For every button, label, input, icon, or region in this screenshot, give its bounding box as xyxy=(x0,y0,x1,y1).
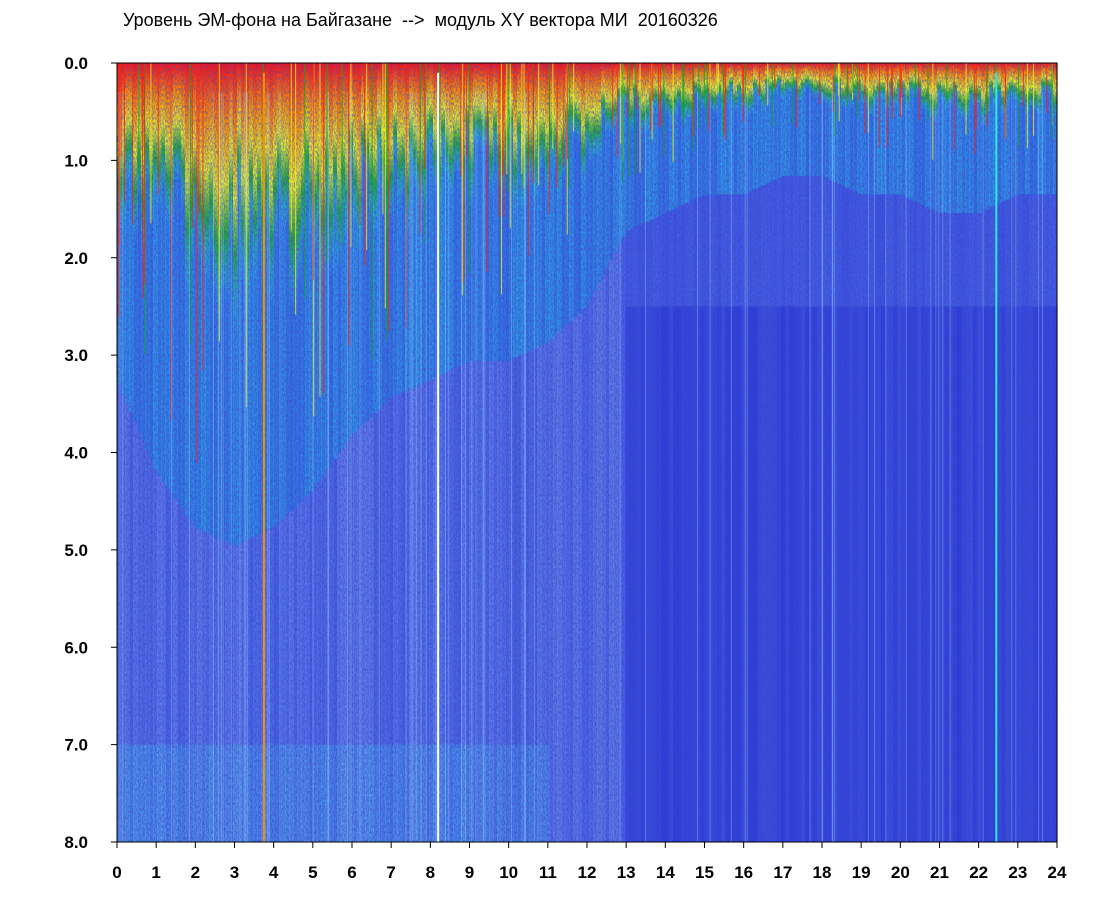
plot-area xyxy=(117,63,1058,843)
heatmap-grain xyxy=(117,63,1057,842)
x-tick-label: 6 xyxy=(347,863,356,882)
x-tick-label: 20 xyxy=(891,863,910,882)
x-tick-label: 23 xyxy=(1008,863,1027,882)
x-tick-label: 3 xyxy=(230,863,239,882)
x-tick-label: 21 xyxy=(930,863,949,882)
x-tick-label: 11 xyxy=(539,863,557,882)
y-tick-label: 2.0 xyxy=(64,249,88,268)
x-tick-label: 22 xyxy=(969,863,988,882)
x-tick-label: 8 xyxy=(426,863,435,882)
x-tick-label: 18 xyxy=(813,863,832,882)
x-tick-label: 15 xyxy=(695,863,714,882)
x-tick-label: 12 xyxy=(578,863,597,882)
y-tick-label: 6.0 xyxy=(64,638,88,657)
y-tick-label: 7.0 xyxy=(64,736,88,755)
x-tick-label: 17 xyxy=(773,863,792,882)
x-tick-label: 2 xyxy=(191,863,200,882)
y-tick-label: 3.0 xyxy=(64,346,88,365)
y-tick-label: 1.0 xyxy=(64,151,88,170)
y-tick-label: 8.0 xyxy=(64,833,88,852)
x-tick-label: 13 xyxy=(617,863,636,882)
x-tick-label: 4 xyxy=(269,863,279,882)
x-tick-label: 19 xyxy=(852,863,871,882)
x-tick-label: 5 xyxy=(308,863,317,882)
x-tick-label: 16 xyxy=(734,863,753,882)
axes: 0 1 2 3 4 5 6 7 8 9 10 11 12 13 14 15 16 17 18 19 20 21 22 23 24… xyxy=(64,54,1067,882)
y-tick-label: 4.0 xyxy=(64,444,88,463)
x-tick-label: 0 xyxy=(112,863,121,882)
x-tick-label: 24 xyxy=(1048,863,1067,882)
x-tick-label: 7 xyxy=(386,863,395,882)
x-tick-label: 9 xyxy=(465,863,474,882)
y-tick-label: 0.0 xyxy=(64,54,88,73)
x-tick-label: 10 xyxy=(499,863,518,882)
x-tick-label: 14 xyxy=(656,863,675,882)
chart-title: Уровень ЭМ-фона на Байгазане --> модуль … xyxy=(123,10,718,30)
x-tick-label: 1 xyxy=(151,863,160,882)
y-tick-label: 5.0 xyxy=(64,541,88,560)
